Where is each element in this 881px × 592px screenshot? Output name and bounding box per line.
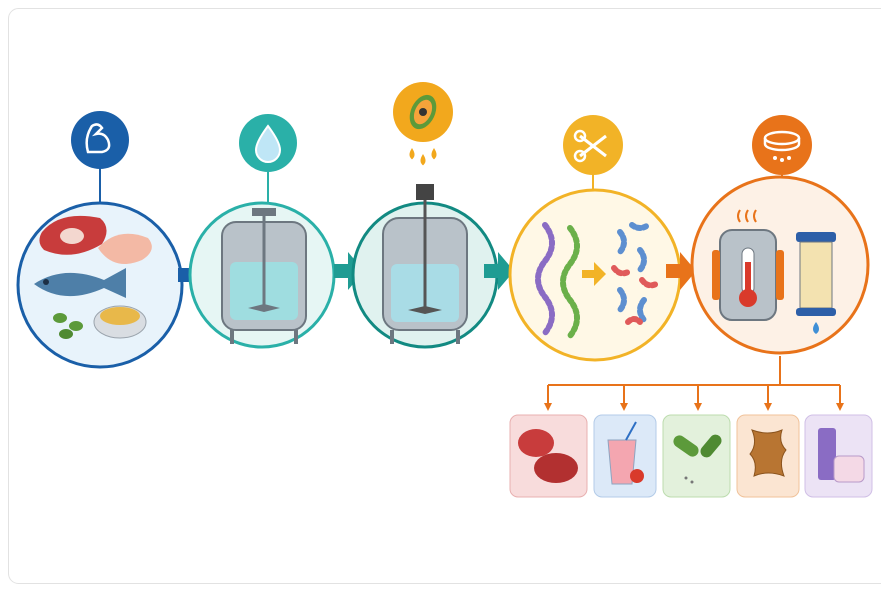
- stage-inactivation-filtration-part: [745, 262, 751, 294]
- stage-enzyme-reactor-part: [419, 108, 427, 116]
- product-supplement-part: [685, 477, 688, 480]
- product-cosmetics-part: [818, 428, 836, 480]
- stage-inactivation-filtration-part: [712, 250, 720, 300]
- diagram: [0, 0, 881, 592]
- product-leather: [737, 415, 799, 497]
- stage-inactivation-filtration-part: [787, 156, 791, 160]
- product-beverage: [594, 415, 656, 497]
- stage-protein-sources-part: [71, 111, 129, 169]
- stage-inactivation-filtration-part: [773, 156, 777, 160]
- stage-inactivation-filtration-part: [796, 308, 836, 316]
- stage-protein-sources-part: [60, 228, 84, 244]
- product-meat-part: [518, 429, 554, 457]
- stage-inactivation-filtration-part: [780, 158, 784, 162]
- product-supplement: [663, 415, 730, 497]
- stage-protein-sources-part: [53, 313, 67, 323]
- stage-enzyme-reactor-part: [416, 184, 434, 200]
- product-meat: [510, 415, 587, 497]
- product-supplement-part: [663, 415, 730, 497]
- product-leather-part: [750, 430, 786, 476]
- stage-hydration-part: [252, 208, 276, 216]
- stage-inactivation-filtration-part: [796, 232, 836, 242]
- stage-protein-sources-part: [100, 307, 140, 325]
- product-meat-part: [534, 453, 578, 483]
- product-cosmetics-part: [834, 456, 864, 482]
- product-cosmetics: [805, 415, 872, 497]
- stage-inactivation-filtration-part: [776, 250, 784, 300]
- stage-protein-sources-part: [59, 329, 73, 339]
- page: (() => { const data = JSON.parse(documen…: [0, 0, 881, 592]
- product-beverage-part: [630, 469, 644, 483]
- product-supplement-part: [691, 481, 694, 484]
- stage-inactivation-filtration-part: [800, 242, 832, 308]
- stage-protein-sources-part: [43, 279, 49, 285]
- stage-protein-sources-part: [69, 321, 83, 331]
